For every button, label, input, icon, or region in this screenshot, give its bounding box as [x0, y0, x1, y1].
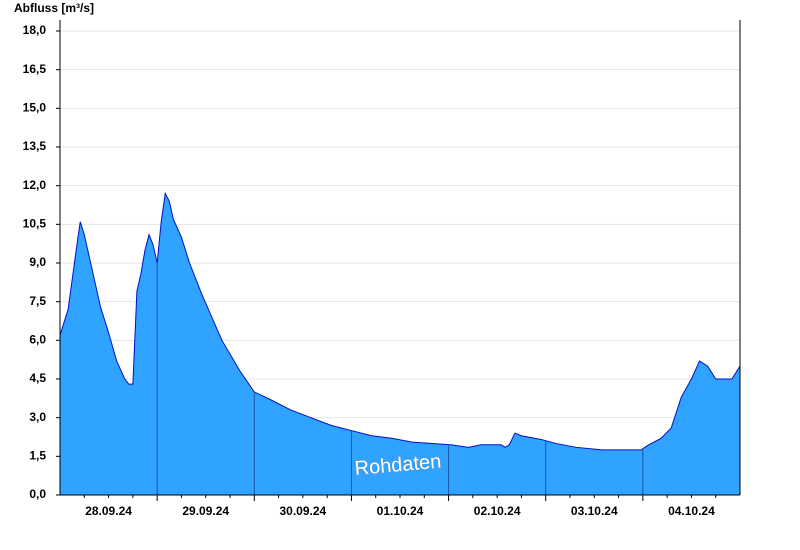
- x-tick-label: 28.09.24: [85, 504, 132, 518]
- y-tick-label: 18,0: [23, 23, 47, 37]
- y-tick-label: 12,0: [23, 178, 47, 192]
- y-tick-label: 0,0: [29, 487, 46, 501]
- y-tick-label: 9,0: [29, 255, 46, 269]
- y-tick-label: 15,0: [23, 101, 47, 115]
- y-tick-label: 10,5: [23, 217, 47, 231]
- x-tick-label: 04.10.24: [668, 504, 715, 518]
- x-tick-label: 30.09.24: [279, 504, 326, 518]
- x-tick-label: 03.10.24: [571, 504, 618, 518]
- y-tick-label: 4,5: [29, 371, 46, 385]
- x-tick-label: 01.10.24: [377, 504, 424, 518]
- y-tick-label: 13,5: [23, 139, 47, 153]
- y-tick-label: 7,5: [29, 294, 46, 308]
- area: [60, 193, 740, 495]
- y-axis-label: Abfluss [m³/s]: [14, 1, 94, 15]
- y-tick-label: 1,5: [29, 449, 46, 463]
- y-tick-label: 3,0: [29, 410, 46, 424]
- y-tick-label: 6,0: [29, 333, 46, 347]
- x-tick-label: 29.09.24: [182, 504, 229, 518]
- y-tick-label: 16,5: [23, 62, 47, 76]
- x-tick-label: 02.10.24: [474, 504, 521, 518]
- line: [59, 191, 741, 451]
